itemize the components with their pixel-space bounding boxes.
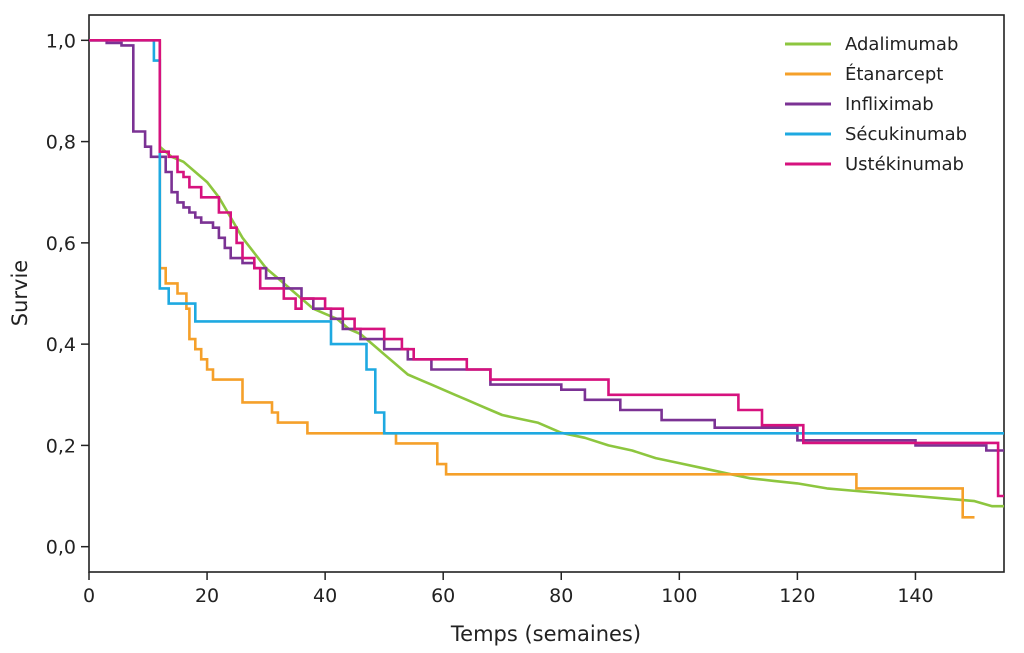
legend-label: Infliximab bbox=[845, 94, 934, 115]
legend: Adalimumab Étanarcept Infliximab Sécukinuma… bbox=[785, 34, 967, 175]
x-tick-label: 120 bbox=[779, 585, 815, 607]
y-tick-label: 0,0 bbox=[46, 537, 76, 559]
series-line-infliximab bbox=[89, 39, 1004, 452]
y-tick-label: 0,2 bbox=[46, 435, 76, 457]
x-tick-label: 140 bbox=[897, 585, 933, 607]
y-axis-title: Survie bbox=[8, 260, 32, 326]
plot-frame bbox=[88, 14, 1005, 573]
y-tick-label: 0,6 bbox=[46, 233, 76, 255]
legend-label: Sécukinumab bbox=[845, 124, 967, 145]
y-tick-label: 0,8 bbox=[46, 132, 76, 154]
x-tick-label: 40 bbox=[313, 585, 337, 607]
x-tick-label: 100 bbox=[661, 585, 697, 607]
x-axis-title: Temps (semaines) bbox=[450, 622, 641, 646]
y-tick-label: 0,4 bbox=[46, 334, 76, 356]
series-line-ustékinumab bbox=[89, 39, 1004, 498]
y-tick-label: 1,0 bbox=[46, 30, 76, 52]
legend-label: Étanarcept bbox=[845, 63, 943, 85]
x-tick-label: 80 bbox=[549, 585, 573, 607]
x-tick-label: 0 bbox=[83, 585, 95, 607]
axis-layer: 0 20 40 60 80 100 120 140 0,0 0,2 0,4 0,6 0,8 1,0 bbox=[46, 30, 934, 607]
x-tick-label: 20 bbox=[195, 585, 219, 607]
series-line-étanarcept bbox=[158, 40, 975, 519]
legend-label: Adalimumab bbox=[845, 34, 958, 55]
x-tick-label: 60 bbox=[431, 585, 455, 607]
series-line-adalimumab bbox=[158, 145, 1004, 508]
series-layer bbox=[89, 39, 1004, 519]
legend-label: Ustékinumab bbox=[845, 154, 964, 175]
